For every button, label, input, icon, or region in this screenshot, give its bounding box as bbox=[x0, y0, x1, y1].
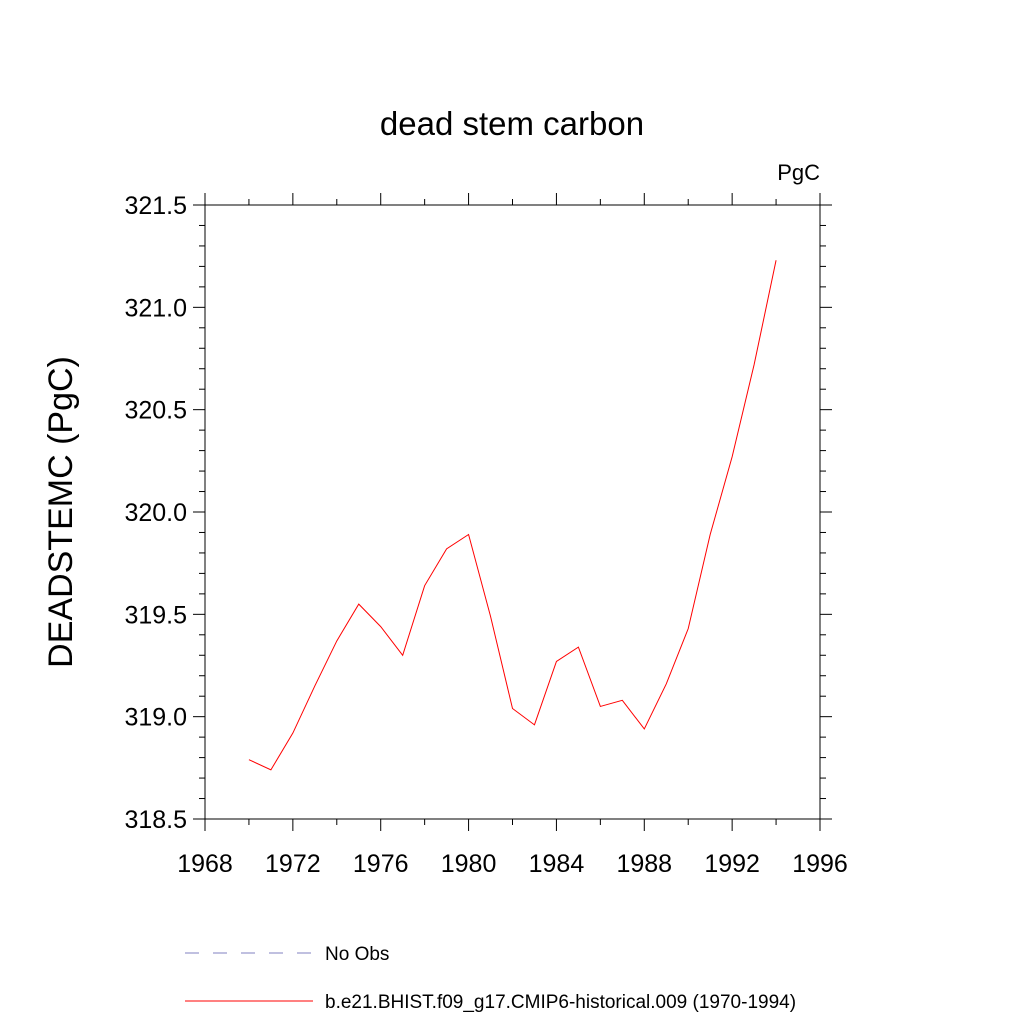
units-label: PgC bbox=[777, 160, 820, 185]
y-tick-label: 319.5 bbox=[124, 601, 187, 629]
y-tick-label: 319.0 bbox=[124, 704, 187, 732]
y-tick-label: 320.0 bbox=[124, 499, 187, 527]
series-layer bbox=[248, 260, 777, 771]
x-tick-label: 1980 bbox=[441, 850, 497, 878]
y-axis-ticks: 318.5 319.0 319.5 320.0 320.5 321.0 321.5 bbox=[124, 192, 832, 834]
legend-label: No Obs bbox=[325, 944, 389, 965]
y-tick-label: 321.0 bbox=[124, 294, 187, 322]
y-tick-label: 320.5 bbox=[124, 397, 187, 425]
x-tick-label: 1996 bbox=[792, 850, 848, 878]
y-tick-label: 318.5 bbox=[124, 806, 187, 834]
x-tick-label: 1984 bbox=[529, 850, 585, 878]
y-axis-label: DEADSTEMC (PgC) bbox=[42, 356, 80, 668]
x-tick-label: 1972 bbox=[265, 850, 321, 878]
plot-frame bbox=[204, 204, 821, 820]
x-axis-ticks: 1968 1972 1976 1980 1984 1988 1992 1996 bbox=[177, 193, 848, 878]
x-tick-label: 1976 bbox=[353, 850, 409, 878]
series-line bbox=[248, 260, 777, 771]
x-tick-label: 1988 bbox=[616, 850, 672, 878]
legend: No Obs b.e21.BHIST.f09_g17.CMIP6-historic… bbox=[185, 944, 796, 1013]
y-tick-label: 321.5 bbox=[124, 192, 187, 220]
x-tick-label: 1992 bbox=[704, 850, 760, 878]
chart-title: dead stem carbon bbox=[380, 105, 644, 142]
legend-label: b.e21.BHIST.f09_g17.CMIP6-historical.009… bbox=[325, 992, 796, 1013]
x-tick-label: 1968 bbox=[177, 850, 233, 878]
